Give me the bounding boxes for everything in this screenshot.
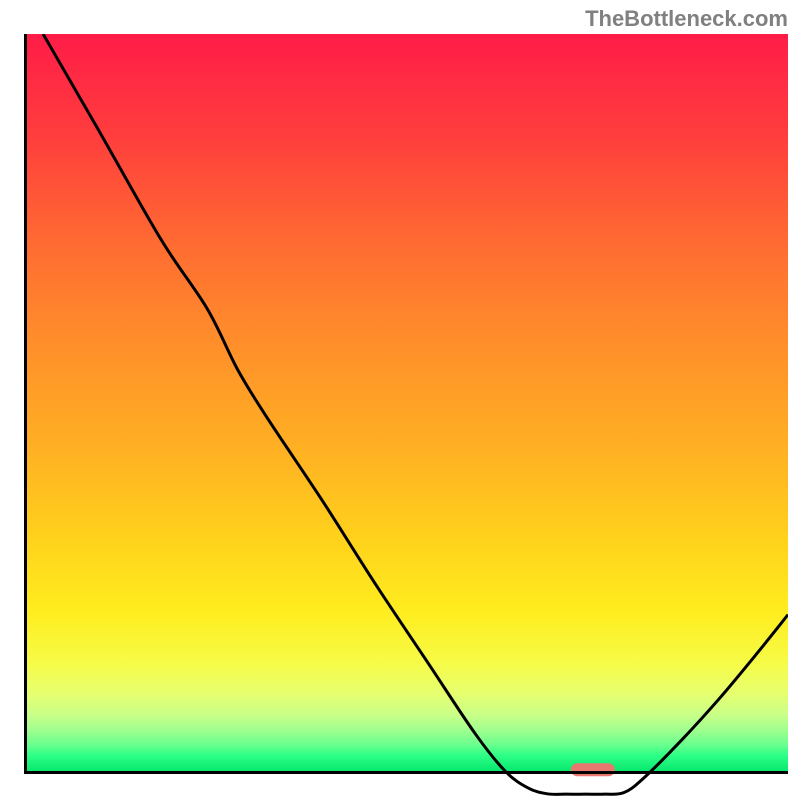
plot-area xyxy=(24,34,788,774)
plot-inner xyxy=(24,34,788,774)
chart-container: TheBottleneck.com xyxy=(0,0,800,800)
optimal-marker xyxy=(571,764,615,777)
curve-path xyxy=(43,34,788,794)
bottleneck-curve xyxy=(24,34,788,798)
watermark-text: TheBottleneck.com xyxy=(585,6,788,32)
